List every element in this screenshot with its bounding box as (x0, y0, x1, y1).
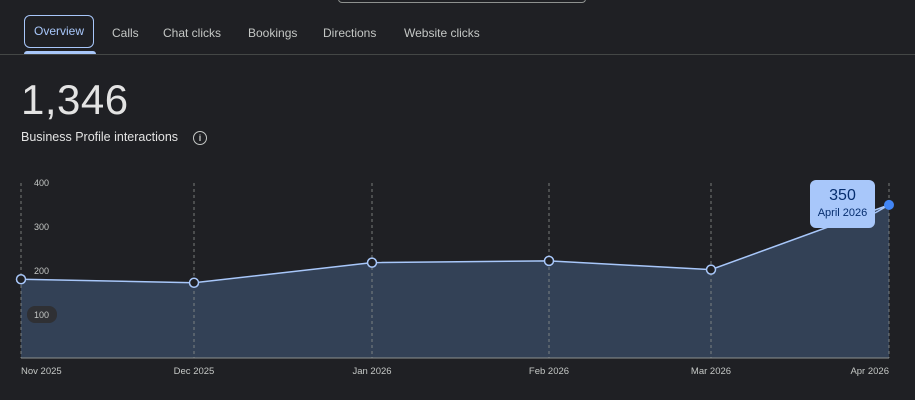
metric-label: Business Profile interactions (21, 130, 179, 144)
data-point (366, 257, 378, 268)
x-tick-label: Jan 2026 (352, 366, 391, 377)
y-tick-label: 100 (34, 310, 49, 320)
data-point (543, 255, 555, 267)
total-interactions: 1,346 (21, 76, 129, 123)
data-point (705, 264, 717, 275)
y-tick-100-bg (27, 306, 57, 323)
info-icon[interactable]: i (193, 131, 207, 145)
x-tick-label: Mar 2026 (691, 366, 731, 377)
x-tick-label: Apr 2026 (850, 366, 889, 377)
chart-line (20, 204, 890, 284)
x-tick-label: Dec 2025 (174, 366, 215, 377)
y-tick-label: 300 (34, 222, 49, 232)
y-tick-label: 400 (34, 178, 49, 188)
chart-tooltip: 350 April 2026 (810, 180, 875, 228)
tooltip-date: April 2026 (817, 207, 868, 219)
data-point (15, 274, 27, 285)
x-tick-label: Feb 2026 (529, 366, 569, 377)
tab-chat-clicks[interactable]: Chat clicks (163, 26, 222, 40)
tab-calls[interactable]: Calls (112, 26, 139, 40)
tab-directions[interactable]: Directions (323, 26, 377, 40)
tab-bookings[interactable]: Bookings (248, 26, 298, 40)
tab-website-clicks[interactable]: Website clicks (404, 26, 480, 40)
data-point (188, 277, 200, 288)
tab-overview[interactable]: Overview (24, 15, 95, 48)
active-tab-indicator (24, 51, 96, 54)
tooltip-value: 350 (829, 187, 856, 204)
data-point-highlight (884, 199, 894, 210)
y-tick-label: 200 (34, 266, 49, 276)
x-tick-label: Nov 2025 (21, 366, 62, 377)
tab-bar: Overview Calls Chat clicks Bookings Dire… (0, 0, 915, 55)
chart-area (21, 204, 889, 358)
